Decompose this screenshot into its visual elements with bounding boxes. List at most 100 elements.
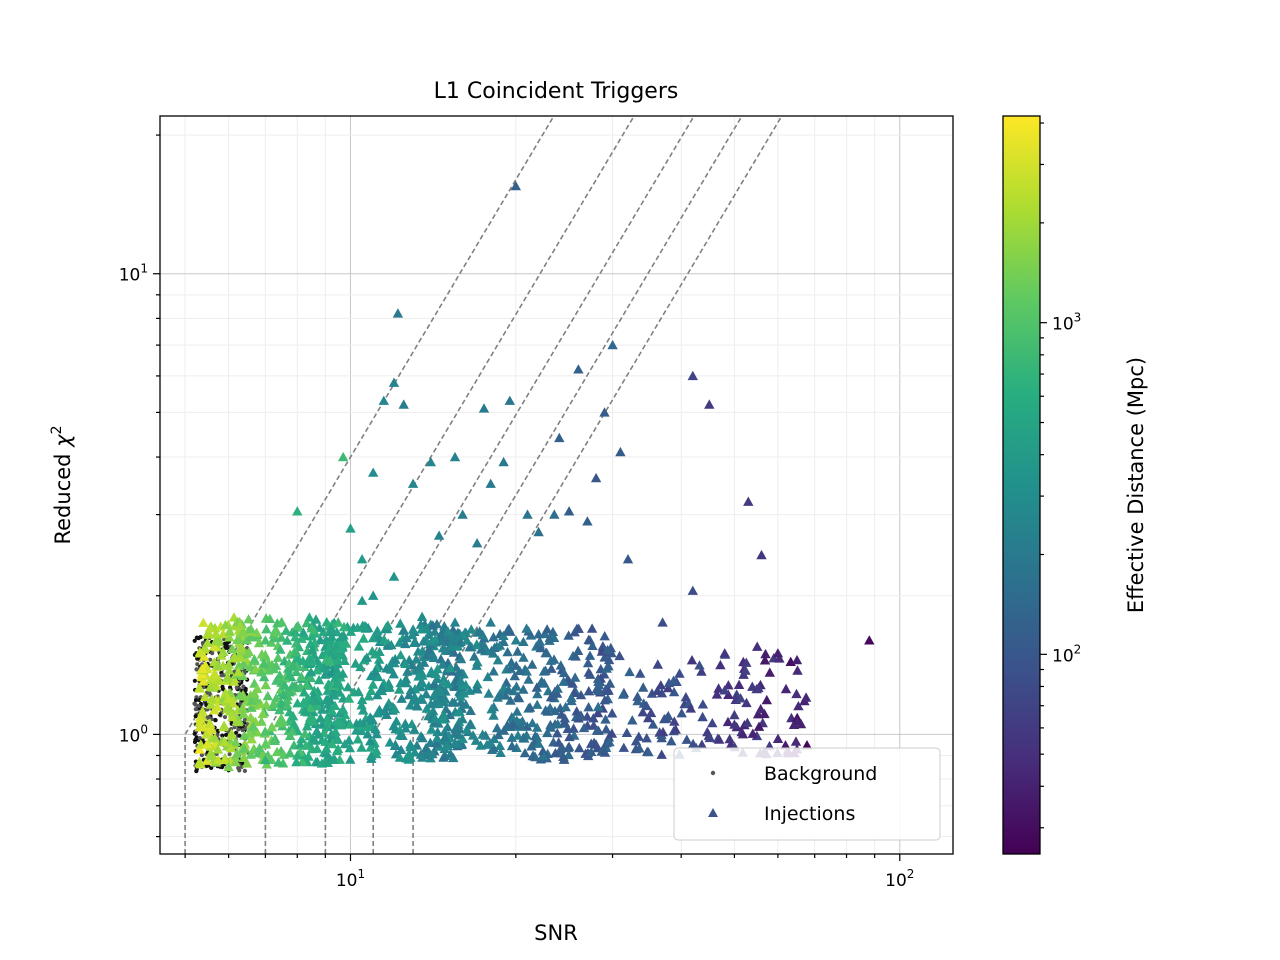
injection-point <box>356 554 368 564</box>
injection-point <box>652 685 663 695</box>
background-point <box>237 733 242 738</box>
injection-point <box>713 683 724 693</box>
injection-point <box>670 724 681 734</box>
injection-point <box>578 722 590 733</box>
injection-point <box>743 496 754 506</box>
injection-point <box>301 721 313 731</box>
injection-point <box>365 736 376 746</box>
injection-point <box>213 754 224 765</box>
injection-point <box>643 712 654 723</box>
injection-point <box>510 635 522 645</box>
injection-point <box>467 730 479 740</box>
injection-point <box>751 684 762 694</box>
injection-point <box>326 705 338 715</box>
injection-point <box>559 717 571 727</box>
injection-point <box>270 660 282 670</box>
injection-point <box>270 625 281 635</box>
injection-point <box>464 641 475 652</box>
injection-point <box>314 659 325 669</box>
y-tick-label-exp: 1 <box>140 262 148 276</box>
injection-point <box>737 729 749 739</box>
injection-point <box>224 632 235 642</box>
background-point <box>220 733 225 738</box>
background-point <box>208 657 213 662</box>
injection-point <box>405 685 416 695</box>
injection-point <box>205 681 216 691</box>
legend-label-injections: Injections <box>764 803 855 825</box>
injection-point <box>545 722 556 732</box>
injection-point <box>287 680 298 690</box>
injection-point <box>305 638 316 648</box>
injection-point <box>427 620 438 630</box>
injection-point <box>395 618 406 628</box>
injection-point <box>729 719 740 729</box>
injection-point <box>680 692 692 702</box>
injection-point <box>231 748 243 758</box>
injection-point <box>686 655 698 665</box>
injection-point <box>449 451 461 462</box>
injection-point <box>210 636 221 646</box>
injection-point <box>382 640 393 650</box>
injection-point <box>482 671 493 682</box>
injection-point <box>438 714 449 724</box>
injection-point <box>355 661 366 672</box>
injection-point <box>427 748 438 759</box>
injection-point <box>791 654 803 665</box>
injection-point <box>238 743 250 753</box>
injection-point <box>299 728 311 738</box>
injection-point <box>334 687 345 697</box>
injection-point <box>232 634 243 644</box>
injection-point <box>335 643 346 653</box>
injection-point <box>224 665 235 675</box>
injection-point <box>309 685 320 695</box>
injection-point <box>322 714 334 724</box>
injection-point <box>313 729 324 739</box>
injection-point <box>276 698 287 708</box>
injection-point <box>740 665 751 675</box>
background-point <box>198 635 203 640</box>
injection-point <box>284 670 295 680</box>
injection-point <box>388 720 399 731</box>
injection-point <box>792 665 803 675</box>
injection-point <box>400 638 411 649</box>
x-tick-label-exp: 2 <box>907 867 915 881</box>
injection-point <box>388 377 400 387</box>
injection-point <box>509 670 520 681</box>
injection-point <box>417 645 428 656</box>
background-point <box>219 765 225 770</box>
injection-point <box>394 752 406 762</box>
legend-box <box>673 747 941 841</box>
injection-point <box>723 680 734 690</box>
y-tick-label: 100 <box>119 722 148 746</box>
injection-point <box>563 741 575 751</box>
background-point <box>193 698 199 703</box>
injection-point <box>407 478 419 488</box>
injection-point <box>381 702 392 712</box>
injection-point <box>502 625 513 635</box>
background-point <box>236 727 241 732</box>
injection-point <box>430 713 441 723</box>
injection-point <box>630 736 642 746</box>
injection-point <box>272 652 284 662</box>
injection-point <box>404 748 415 758</box>
injection-point <box>801 740 813 750</box>
injection-point <box>724 733 735 744</box>
injection-point <box>239 730 250 740</box>
background-point <box>222 714 228 720</box>
injection-point <box>756 549 767 560</box>
injection-point <box>652 659 663 669</box>
threshold-curve <box>184 116 555 854</box>
injection-point <box>436 635 448 646</box>
injection-point <box>418 636 429 646</box>
injection-point <box>332 716 343 726</box>
injection-point <box>350 658 361 668</box>
injection-point <box>488 742 499 753</box>
injection-point <box>564 731 575 742</box>
injection-point <box>292 506 303 516</box>
injection-point <box>481 739 493 749</box>
legend: Background Injections <box>673 747 941 841</box>
injection-point <box>554 432 565 443</box>
injection-point <box>204 622 215 633</box>
